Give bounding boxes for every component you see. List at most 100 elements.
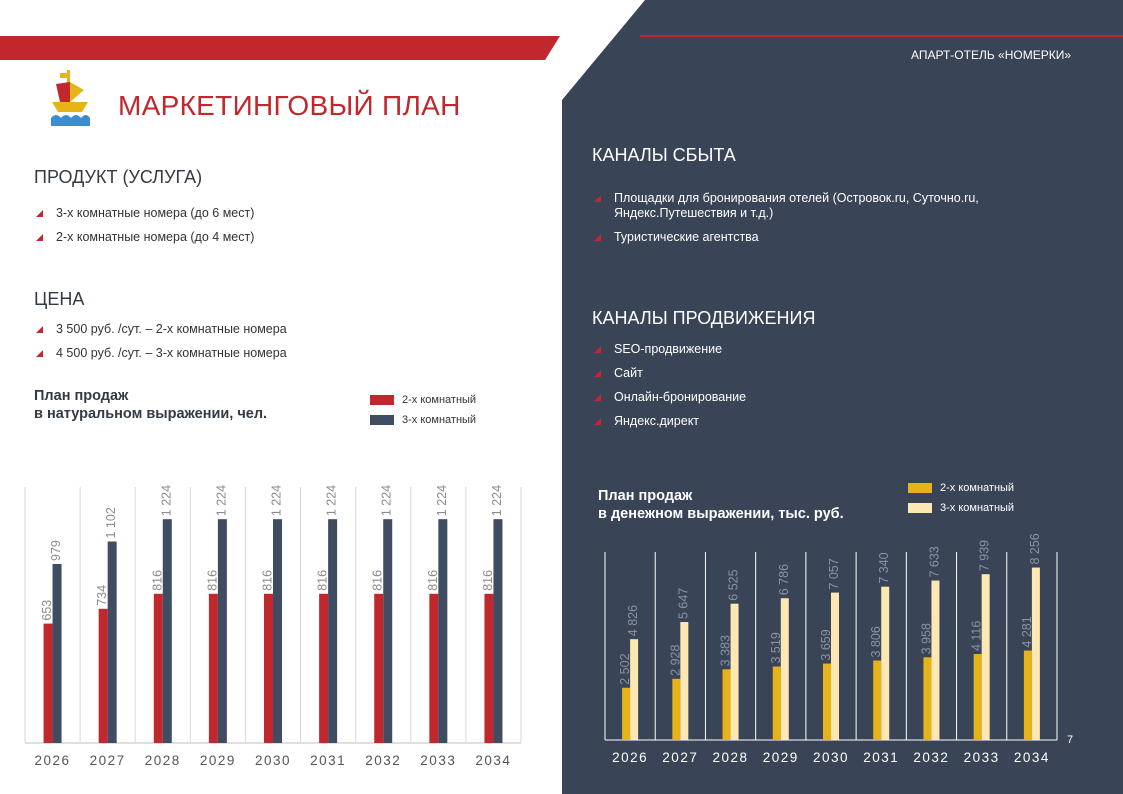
data-label: 7 057 [827, 558, 841, 589]
legend-swatch [908, 503, 932, 513]
bar-series2 [730, 603, 739, 740]
legend-label: 3-х комнатный [940, 502, 1015, 514]
legend-label: 2-х комнатный [402, 394, 477, 406]
data-label: 734 [95, 585, 109, 606]
category-label: 2032 [913, 750, 949, 765]
price-section-title: ЦЕНА [34, 289, 85, 309]
data-label: 816 [205, 570, 219, 591]
chart1-title-line2: в натуральном выражении, чел. [34, 406, 268, 422]
list-item: SEO-продвижение [592, 342, 1012, 357]
bar-series1 [208, 593, 218, 743]
list-item: 3 500 руб. /сут. – 2-х комнатные номера [34, 322, 514, 337]
bar-series1 [622, 687, 631, 740]
list-item: Онлайн-бронирование [592, 390, 1012, 405]
list-item: Площадки для бронирования отелей (Остров… [592, 191, 1012, 221]
bar-series1 [823, 663, 831, 740]
data-label: 6 525 [727, 569, 741, 600]
bar-series1 [873, 660, 882, 740]
category-label: 2034 [1014, 750, 1050, 765]
product-list: 3-х комнатные номера (до 6 мест) 2-х ком… [34, 206, 514, 254]
data-label: 2 928 [668, 645, 682, 676]
data-label: 1 102 [104, 507, 118, 538]
data-label: 816 [316, 570, 330, 591]
page-title: МАРКЕТИНГОВЫЙ ПЛАН [118, 90, 461, 121]
bar-series2 [273, 519, 282, 743]
category-label: 2030 [813, 750, 849, 765]
legend-label: 3-х комнатный [402, 414, 477, 426]
bar-series2 [328, 519, 338, 743]
data-label: 816 [481, 570, 495, 591]
bar-series1 [319, 593, 329, 743]
chart2-legend: 2-х комнатный 3-х комнатный [908, 482, 1014, 522]
category-label: 2026 [35, 753, 71, 768]
page-number: 7 [1067, 734, 1074, 746]
category-label: 2027 [662, 750, 698, 765]
legend-item: 2-х комнатный [908, 482, 1014, 494]
data-label: 3 659 [819, 629, 833, 660]
data-label: 4 116 [970, 621, 984, 651]
bar-series2 [831, 592, 839, 740]
data-label: 1 224 [214, 485, 228, 516]
data-label: 1 224 [490, 485, 504, 516]
chart1-legend: 2-х комнатный 3-х комнатный [370, 394, 476, 434]
legend-item: 3-х комнатный [370, 414, 476, 426]
category-label: 2033 [420, 753, 456, 768]
data-label: 816 [150, 570, 164, 591]
promo-channels-list: SEO-продвижение Сайт Онлайн-бронирование… [592, 342, 1012, 438]
bar-series2 [52, 563, 62, 743]
category-label: 2026 [612, 750, 648, 765]
list-item: Туристические агентства [592, 230, 1012, 245]
data-label: 2 502 [618, 653, 632, 684]
legend-label: 2-х комнатный [940, 482, 1015, 494]
category-label: 2033 [964, 750, 1000, 765]
bar-series2 [438, 519, 448, 743]
bar-series2 [630, 639, 639, 740]
red-header-stripe [0, 36, 560, 60]
category-label: 2029 [200, 753, 236, 768]
sales-channels-list: Площадки для бронирования отелей (Остров… [592, 191, 1012, 254]
bar-series1 [923, 657, 932, 740]
data-label: 3 806 [869, 626, 883, 657]
data-label: 816 [261, 570, 275, 591]
legend-item: 3-х комнатный [908, 502, 1014, 514]
category-label: 2032 [365, 753, 401, 768]
bar-series2 [931, 580, 940, 740]
bar-series1 [264, 593, 273, 743]
chart2-title: План продаж в денежном выражении, тыс. р… [598, 487, 844, 523]
category-label: 2030 [255, 753, 291, 768]
data-label: 979 [49, 540, 63, 561]
list-item: Яндекс.директ [592, 414, 1012, 429]
bar-series1 [722, 669, 731, 740]
data-label: 4 281 [1020, 616, 1034, 647]
category-label: 2029 [763, 750, 799, 765]
bar-series2 [1031, 567, 1040, 740]
data-label: 7 340 [877, 552, 891, 583]
data-label: 1 224 [380, 485, 394, 516]
category-label: 2028 [145, 753, 181, 768]
chart2-title-line1: План продаж [598, 488, 693, 504]
bar-series1 [1023, 650, 1032, 740]
bar-series2 [107, 541, 117, 743]
chart2-title-line2: в денежном выражении, тыс. руб. [598, 506, 844, 522]
bar-series2 [217, 519, 227, 743]
legend-item: 2-х комнатный [370, 394, 476, 406]
category-label: 2031 [310, 753, 346, 768]
data-label: 8 256 [1028, 533, 1042, 564]
data-label: 6 786 [777, 564, 791, 595]
data-label: 7 633 [927, 546, 941, 577]
bar-series2 [162, 519, 172, 743]
legend-swatch [370, 415, 394, 425]
category-label: 2028 [713, 750, 749, 765]
product-section-title: ПРОДУКТ (УСЛУГА) [34, 167, 203, 187]
bar-series1 [672, 678, 681, 740]
list-item: 2-х комнатные номера (до 4 мест) [34, 230, 514, 245]
category-label: 2034 [475, 753, 511, 768]
bar-series2 [981, 574, 990, 740]
list-item: Сайт [592, 366, 1012, 381]
data-label: 3 958 [919, 623, 933, 654]
bar-series1 [153, 593, 163, 743]
bar-series1 [484, 593, 494, 743]
hotel-name: АПАРТ-ОТЕЛЬ «НОМЕРКИ» [910, 48, 1071, 62]
legend-swatch [908, 483, 932, 493]
